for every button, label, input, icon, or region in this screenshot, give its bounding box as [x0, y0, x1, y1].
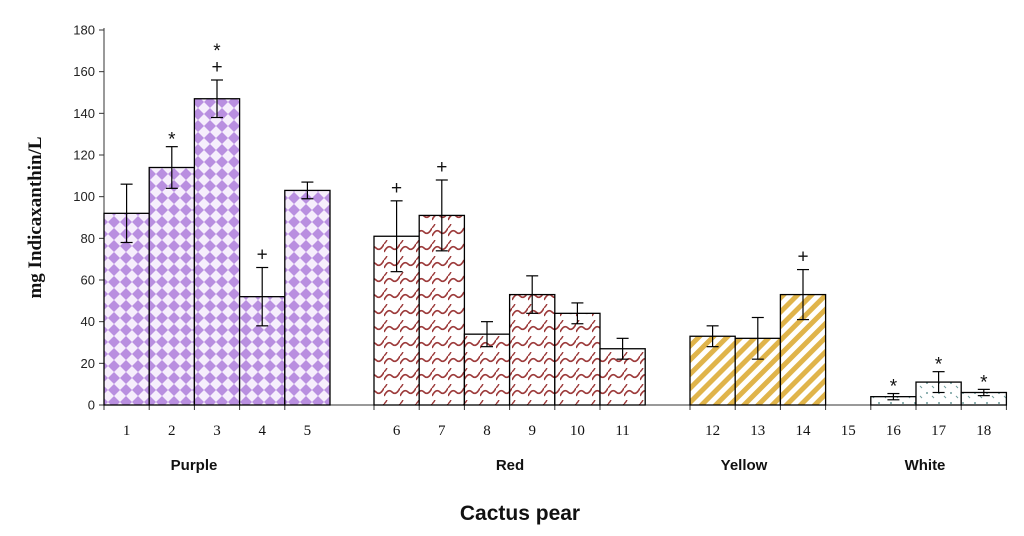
y-tick-label: 60 — [81, 273, 95, 288]
category-label-11: 11 — [615, 423, 629, 439]
y-tick-label: 100 — [73, 189, 95, 204]
category-label-10: 10 — [570, 423, 585, 439]
category-label-18: 18 — [976, 423, 991, 439]
annotation-asterisk-2: * — [168, 130, 176, 151]
group-label-red: Red — [496, 457, 524, 474]
bars — [103, 98, 1008, 406]
category-label-9: 9 — [528, 423, 536, 439]
y-tick-label: 20 — [81, 356, 95, 371]
category-label-7: 7 — [438, 423, 446, 439]
category-label-3: 3 — [213, 423, 221, 439]
category-label-5: 5 — [304, 423, 312, 439]
y-tick-label: 140 — [73, 106, 95, 121]
y-axis-title: mg Indicaxanthin/L — [25, 136, 46, 298]
bar-2 — [148, 166, 196, 406]
annotation-plus-4: + — [257, 245, 268, 266]
category-label-2: 2 — [168, 423, 176, 439]
x-axis-title: Cactus pear — [460, 502, 580, 525]
y-tick-label: 120 — [73, 148, 95, 163]
category-label-14: 14 — [796, 423, 812, 439]
annotation-plus-6: + — [391, 178, 402, 199]
annotation-asterisk-18: * — [980, 372, 988, 393]
annotations: *+*++++*** — [168, 41, 988, 398]
bar-5 — [284, 189, 331, 406]
group-label-yellow: Yellow — [721, 457, 768, 474]
category-label-8: 8 — [483, 423, 491, 439]
category-label-15: 15 — [841, 423, 856, 439]
group-label-purple: Purple — [171, 457, 218, 474]
annotation-plus-14: + — [797, 247, 808, 268]
group-label-white: White — [905, 457, 946, 474]
category-label-1: 1 — [123, 423, 131, 439]
error-bars — [120, 79, 990, 401]
bar-3 — [193, 98, 241, 406]
annotation-asterisk-17: * — [935, 355, 943, 376]
category-label-6: 6 — [393, 423, 401, 439]
y-tick-label: 80 — [81, 231, 95, 246]
category-label-16: 16 — [886, 423, 902, 439]
bar-1 — [103, 212, 150, 406]
y-tick-label: 0 — [88, 398, 95, 413]
annotation-plus-3: + — [211, 57, 222, 78]
category-label-12: 12 — [705, 423, 720, 439]
category-label-4: 4 — [258, 423, 266, 439]
annotation-asterisk-3: * — [213, 41, 221, 62]
annotation-plus-7: + — [436, 157, 447, 178]
y-tick-label: 180 — [73, 23, 95, 38]
annotation-asterisk-16: * — [890, 377, 898, 398]
bar-10 — [554, 312, 601, 406]
category-label-17: 17 — [931, 423, 947, 439]
y-tick-label: 40 — [81, 314, 95, 329]
category-label-13: 13 — [750, 423, 765, 439]
y-tick-label: 160 — [73, 64, 95, 79]
bar-12 — [689, 335, 736, 406]
